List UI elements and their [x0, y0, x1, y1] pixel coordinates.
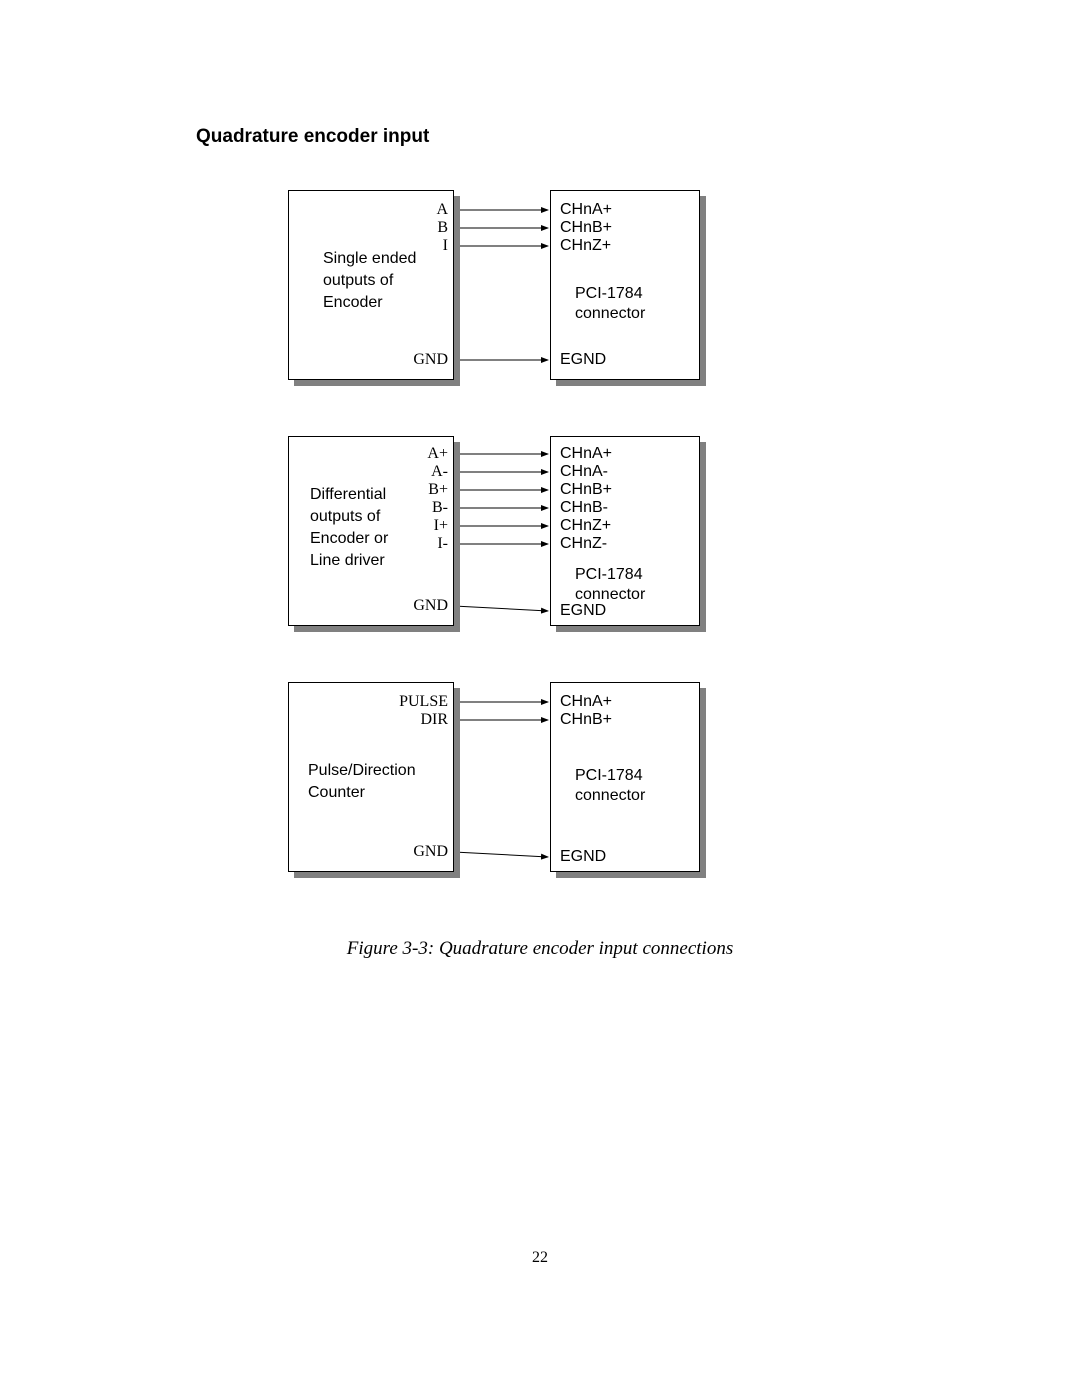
section-title: Quadrature encoder input	[196, 126, 429, 148]
pulse-left-pin-2: GND	[413, 843, 448, 861]
diff-right-pin-6: EGND	[560, 602, 606, 620]
single-left-title-2: Encoder	[323, 294, 383, 312]
diff-left-pin-0: A+	[427, 445, 448, 463]
single-left-pin-2: I	[443, 237, 448, 255]
diff-right-pin-4: CHnZ+	[560, 517, 611, 535]
pulse-right-pin-1: CHnB+	[560, 711, 612, 729]
single-right-pin-1: CHnB+	[560, 219, 612, 237]
diff-left-pin-6: GND	[413, 597, 448, 615]
single-left-pin-3: GND	[413, 351, 448, 369]
pulse-right-body-1: connector	[575, 787, 645, 805]
diff-left-title-1: outputs of	[310, 508, 380, 526]
figure-caption: Figure 3-3: Quadrature encoder input con…	[0, 938, 1080, 960]
pulse-left-pin-0: PULSE	[399, 693, 448, 711]
single-left-title-1: outputs of	[323, 272, 393, 290]
diagram-area: Single ended outputs of Encoder ABI GND PCI-1…	[280, 184, 700, 904]
diff-left-pin-2: B+	[428, 481, 448, 499]
diff-right-pin-5: CHnZ-	[560, 535, 607, 553]
page: Quadrature encoder input Single ended out…	[0, 0, 1080, 1397]
diff-left-title-2: Encoder or	[310, 530, 388, 548]
single-left-pin-1: B	[437, 219, 448, 237]
diff-right-body-0: PCI-1784	[575, 566, 643, 584]
pulse-left-title-1: Counter	[308, 784, 365, 802]
diff-left-title-0: Differential	[310, 486, 386, 504]
diff-left-pin-5: I-	[437, 535, 448, 553]
page-number: 22	[0, 1249, 1080, 1267]
diff-right-pin-3: CHnB-	[560, 499, 608, 517]
single-left-pin-0: A	[436, 201, 448, 219]
pulse-left-pin-1: DIR	[420, 711, 448, 729]
diff-left-title-3: Line driver	[310, 552, 385, 570]
diff-left-pin-1: A-	[431, 463, 448, 481]
diff-left-pin-3: B-	[432, 499, 448, 517]
pulse-right-pin-2: EGND	[560, 848, 606, 866]
pulse-left-title-0: Pulse/Direction	[308, 762, 416, 780]
pulse-right-pin-0: CHnA+	[560, 693, 612, 711]
single-right-body-0: PCI-1784	[575, 285, 643, 303]
single-right-pin-3: EGND	[560, 351, 606, 369]
single-right-pin-0: CHnA+	[560, 201, 612, 219]
single-right-body-1: connector	[575, 305, 645, 323]
diff-right-pin-1: CHnA-	[560, 463, 608, 481]
diff-right-pin-0: CHnA+	[560, 445, 612, 463]
diff-left-pin-4: I+	[434, 517, 448, 535]
pulse-right-body-0: PCI-1784	[575, 767, 643, 785]
single-left-title-0: Single ended	[323, 250, 416, 268]
single-right-pin-2: CHnZ+	[560, 237, 611, 255]
diff-right-pin-2: CHnB+	[560, 481, 612, 499]
